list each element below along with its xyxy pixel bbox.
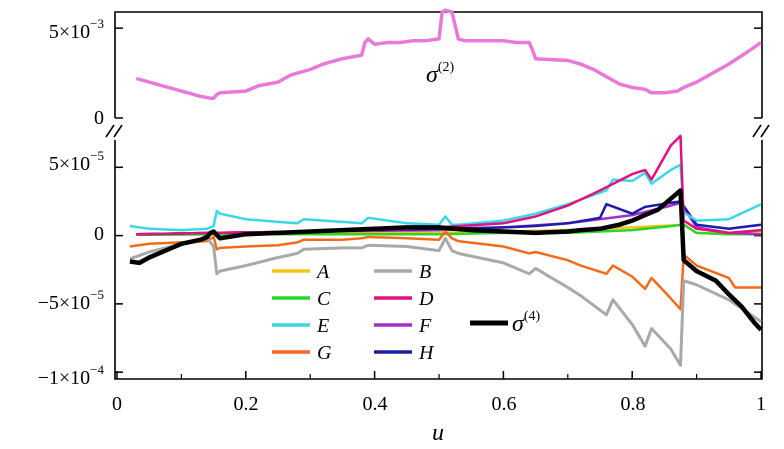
sigma2-symbol: σ — [426, 62, 439, 88]
series-line-e — [129, 163, 762, 232]
legend: A B C D E F G H — [272, 261, 435, 364]
top-panel-series — [135, 8, 763, 100]
series-line-sigma2 — [135, 8, 763, 100]
x-axis-label: u — [432, 420, 444, 446]
sigma4-symbol: σ — [512, 311, 525, 337]
sigma2-annotation: σ(2) — [426, 60, 455, 88]
x-tick-label-1: 1 — [756, 393, 766, 415]
bottom-tick-label-zero: 0 — [94, 223, 104, 245]
top-panel-frame — [114, 11, 763, 118]
sigma4-legend-label: σ(4) — [512, 309, 541, 337]
bottom-tick-label-neg5-exponent: −5 — [90, 287, 104, 302]
x-tick-label-0.4: 0.4 — [363, 393, 388, 415]
legend-label-a: A — [315, 261, 330, 283]
top-tick-label-high: 5×10−3 — [49, 16, 104, 43]
bottom-panel: 5×10−5 0 −5×10−5 −1×10−4 0 0.2 0.4 0.6 0… — [38, 134, 766, 446]
sigma4-superscript: (4) — [524, 309, 541, 324]
bottom-tick-label-neg5-mantissa: −5×10 — [38, 292, 91, 314]
bottom-tick-label-neg1e4: −1×10−4 — [38, 362, 105, 389]
bottom-tick-label-neg1e4-exponent: −4 — [90, 362, 104, 377]
series-line-g — [129, 230, 761, 311]
legend-label-g: G — [317, 342, 332, 364]
legend-label-h: H — [418, 342, 435, 364]
bottom-tick-label-pos5-mantissa: 5×10 — [49, 153, 90, 175]
top-tick-label-zero: 0 — [94, 107, 104, 129]
bottom-tick-label-pos5-exponent: −5 — [90, 148, 104, 163]
bottom-tick-label-pos5: 5×10−5 — [49, 148, 104, 175]
x-tick-label-0.2: 0.2 — [234, 393, 259, 415]
axis-break-left — [103, 124, 127, 138]
x-tick-label-0: 0 — [112, 393, 122, 415]
top-tick-label-high-exponent: −3 — [90, 16, 104, 31]
series-line-b — [129, 236, 762, 367]
x-tick-label-0.6: 0.6 — [492, 393, 517, 415]
axis-break-right — [750, 124, 774, 138]
legend-label-c: C — [317, 288, 331, 310]
legend-label-b: B — [419, 261, 431, 283]
bottom-panel-ticks — [115, 166, 762, 379]
top-panel: 5×10−3 0 σ(2) — [49, 8, 763, 129]
x-tick-label-0.8: 0.8 — [621, 393, 646, 415]
sigma2-superscript: (2) — [438, 60, 455, 75]
top-tick-label-high-mantissa: 5×10 — [49, 21, 90, 43]
legend-label-f: F — [418, 315, 432, 337]
legend-label-d: D — [418, 288, 434, 310]
legend-label-e: E — [316, 315, 329, 337]
top-panel-ticks — [115, 27, 762, 119]
bottom-panel-series — [129, 134, 763, 367]
bottom-tick-label-neg1e4-mantissa: −1×10 — [38, 367, 91, 389]
bottom-tick-label-neg5: −5×10−5 — [38, 287, 104, 314]
series-line-4 — [129, 188, 763, 332]
